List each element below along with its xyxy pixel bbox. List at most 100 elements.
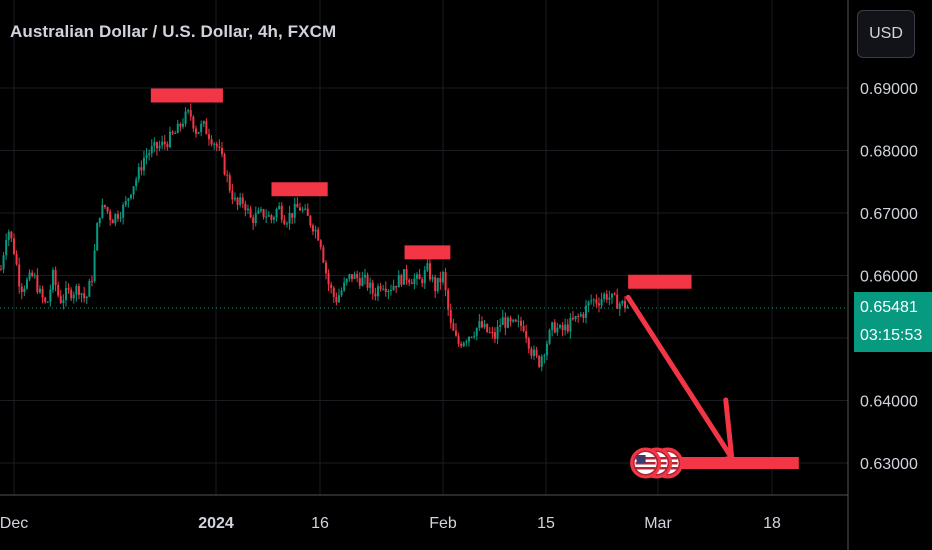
candlestick-series (0, 103, 629, 372)
candle-body (31, 272, 34, 277)
candle-body (153, 142, 156, 147)
candle-body (252, 217, 255, 224)
candle-body (337, 295, 340, 303)
current-price-value: 0.65481 (860, 299, 918, 316)
candle-body (187, 110, 190, 112)
candle-body (80, 293, 83, 295)
candle-body (64, 287, 67, 301)
candle-body (324, 262, 327, 274)
candle-body (7, 231, 10, 241)
candle-body (543, 355, 546, 357)
candle-body (10, 231, 13, 239)
time-axis[interactable]: Dec 2024 16 Feb 15 Mar 18 (0, 515, 781, 532)
candle-body (525, 331, 528, 339)
candle-body (85, 296, 88, 299)
candle-body (116, 214, 119, 219)
candle-body (57, 285, 60, 296)
candle-body (220, 148, 223, 155)
candle-body (402, 269, 405, 285)
candle-body (584, 305, 587, 318)
candle-body (168, 131, 171, 148)
candle-body (215, 143, 218, 147)
candle-body (395, 285, 398, 288)
current-price-label: 0.65481 03:15:53 (854, 292, 932, 352)
candle-body (493, 332, 496, 339)
candle-body (306, 208, 309, 216)
candle-body (363, 274, 366, 278)
candle-body (285, 223, 288, 225)
price-tick-label: 0.67000 (860, 206, 918, 223)
candle-body (210, 139, 213, 145)
candle-body (473, 335, 476, 337)
candle-body (140, 167, 143, 171)
candle-body (228, 175, 231, 191)
price-tick-label: 0.63000 (860, 456, 918, 473)
drawing-annotations[interactable] (150, 88, 799, 479)
candle-body (623, 300, 626, 309)
candle-body (41, 288, 44, 298)
us-flag-icon[interactable] (630, 447, 662, 479)
candle-body (38, 288, 41, 293)
candle-body (317, 229, 320, 241)
candle-body (20, 286, 23, 293)
candle-body (207, 134, 210, 140)
candle-body (51, 269, 54, 290)
candle-body (460, 343, 463, 347)
candle-body (327, 273, 330, 285)
bar-countdown: 03:15:53 (860, 327, 923, 344)
candle-body (444, 271, 447, 291)
currency-button[interactable]: USD (857, 10, 915, 58)
candle-body (70, 289, 73, 299)
candle-body (413, 278, 416, 285)
candle-body (509, 317, 512, 322)
candle-body (72, 294, 75, 299)
candle-body (192, 116, 195, 129)
candle-body (46, 301, 49, 303)
candle-body (322, 247, 325, 263)
candle-body (257, 210, 260, 214)
time-tick-label: 18 (763, 515, 781, 532)
candle-body (49, 289, 52, 302)
candle-body (124, 200, 127, 206)
candle-body (345, 278, 348, 283)
price-tick-label: 0.66000 (860, 269, 918, 286)
candle-body (475, 327, 478, 336)
candle-body (467, 336, 470, 342)
candle-body (545, 343, 548, 356)
candle-body (553, 322, 556, 333)
candle-body (265, 216, 268, 218)
candle-body (155, 142, 158, 149)
candle-body (275, 209, 278, 218)
candle-body (67, 287, 70, 290)
candle-body (382, 288, 385, 290)
candle-body (480, 321, 483, 328)
candle-body (582, 314, 585, 318)
candle-body (200, 123, 203, 133)
candle-body (457, 335, 460, 344)
candle-body (62, 300, 65, 304)
candle-body (93, 250, 96, 282)
candle-body (189, 110, 192, 117)
candle-body (462, 342, 465, 347)
candle-body (491, 332, 494, 334)
candle-body (361, 277, 364, 286)
candle-body (335, 297, 338, 303)
candle-body (387, 290, 390, 293)
candle-body (579, 314, 582, 317)
candle-body (288, 213, 291, 224)
candle-body (233, 197, 236, 200)
candle-body (135, 179, 138, 187)
candle-body (595, 299, 598, 304)
price-axis[interactable]: 0.69000 0.68000 0.67000 0.66000 0.64000 0.630… (860, 81, 918, 473)
candle-body (267, 215, 270, 217)
candle-body (145, 155, 148, 158)
candle-body (319, 240, 322, 248)
candle-body (106, 207, 109, 212)
candle-body (158, 145, 161, 149)
price-tick-label: 0.68000 (860, 144, 918, 161)
candle-body (142, 157, 145, 171)
candle-body (304, 208, 307, 210)
candle-body (389, 290, 392, 292)
time-tick-label: 15 (537, 515, 555, 532)
